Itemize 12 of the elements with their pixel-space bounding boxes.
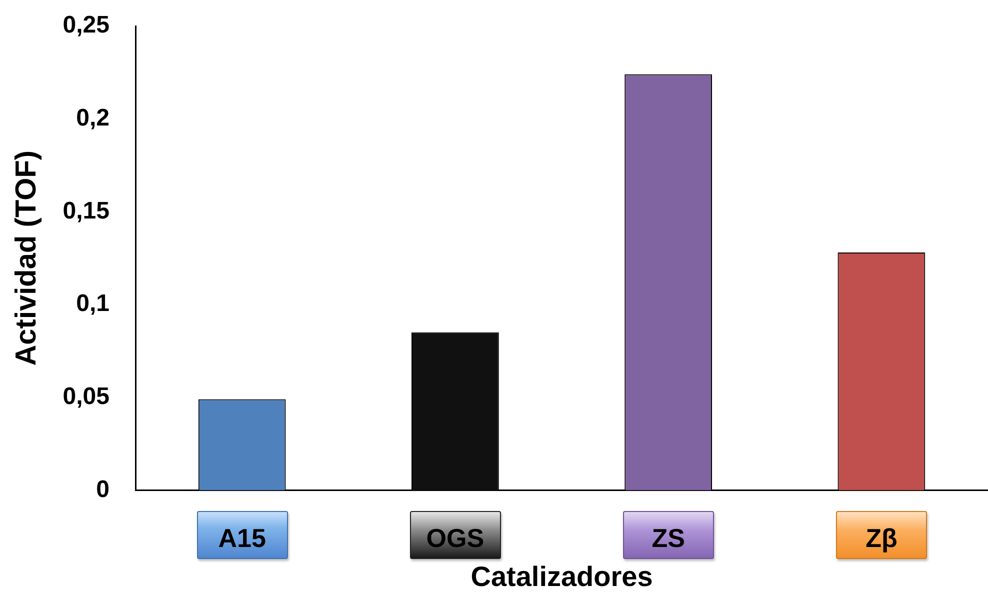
y-axis-title: Actividad (TOF) <box>10 150 42 366</box>
y-tick-label: 0,15 <box>62 197 110 224</box>
y-tick-label: 0,1 <box>76 290 110 318</box>
x-tick-label: A15 <box>218 522 266 553</box>
y-tick-label: 0,2 <box>76 104 110 132</box>
y-tick-label: 0,25 <box>62 12 110 39</box>
x-tick-label: OGS <box>426 522 484 553</box>
y-tick-label: 0 <box>96 476 110 503</box>
x-tick-label: Zβ <box>866 522 898 553</box>
y-tick-label: 0,05 <box>62 382 110 410</box>
x-tick-label: ZS <box>652 522 685 553</box>
x-axis-title: Catalizadores <box>470 560 653 592</box>
